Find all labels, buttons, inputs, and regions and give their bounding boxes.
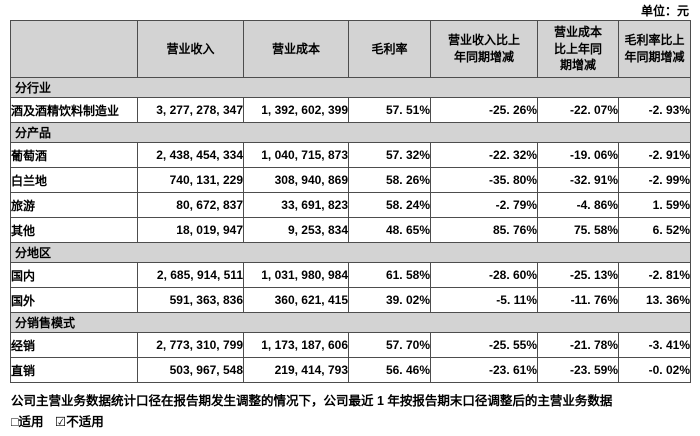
row-label: 葡萄酒 <box>10 142 138 168</box>
cell-margin-yoy: -2. 93% <box>618 97 691 123</box>
cell-cost-yoy: -19. 06% <box>537 142 619 168</box>
cell-cost: 33, 691, 823 <box>243 192 349 218</box>
cell-revenue-yoy: 85. 76% <box>430 217 538 243</box>
cell-gross-margin: 58. 26% <box>348 167 431 193</box>
cell-gross-margin: 61. 58% <box>348 262 431 288</box>
section-header-row: 分地区 <box>10 242 691 263</box>
cell-revenue-yoy: -22. 32% <box>430 142 538 168</box>
cell-revenue: 503, 967, 548 <box>137 357 244 383</box>
cell-revenue: 18, 019, 947 <box>137 217 244 243</box>
row-label: 经销 <box>10 332 138 358</box>
cell-margin-yoy: 13. 36% <box>618 287 691 313</box>
cell-cost-yoy: -25. 13% <box>537 262 619 288</box>
cell-gross-margin: 57. 32% <box>348 142 431 168</box>
cell-cost-yoy: -22. 07% <box>537 97 619 123</box>
section-title: 分产品 <box>10 122 691 143</box>
cell-revenue-yoy: -2. 79% <box>430 192 538 218</box>
cell-revenue: 2, 773, 310, 799 <box>137 332 244 358</box>
row-label: 白兰地 <box>10 167 138 193</box>
cell-margin-yoy: -2. 91% <box>618 142 691 168</box>
row-label: 其他 <box>10 217 138 243</box>
section-title: 分地区 <box>10 242 691 263</box>
col-header-margin-yoy: 毛利率比上 年同期增减 <box>618 20 691 78</box>
row-label: 旅游 <box>10 192 138 218</box>
cell-cost: 1, 040, 715, 873 <box>243 142 349 168</box>
col-header-revenue: 营业收入 <box>137 20 244 78</box>
cell-gross-margin: 39. 02% <box>348 287 431 313</box>
applicable-checkbox: □适用 <box>11 415 44 429</box>
cell-cost: 9, 253, 834 <box>243 217 349 243</box>
cell-gross-margin: 56. 46% <box>348 357 431 383</box>
cell-revenue-yoy: -23. 61% <box>430 357 538 383</box>
not-applicable-checkbox: ☑不适用 <box>55 415 104 429</box>
table-row: 国内 2, 685, 914, 511 1, 031, 980, 984 61.… <box>10 262 691 288</box>
cell-cost: 360, 621, 415 <box>243 287 349 313</box>
cell-margin-yoy: -3. 41% <box>618 332 691 358</box>
section-header-row: 分产品 <box>10 122 691 143</box>
section-header-row: 分行业 <box>10 77 691 98</box>
cell-revenue: 3, 277, 278, 347 <box>137 97 244 123</box>
cell-margin-yoy: 1. 59% <box>618 192 691 218</box>
table-row: 其他 18, 019, 947 9, 253, 834 48. 65% 85. … <box>10 217 691 243</box>
footnote-text: 公司主营业务数据统计口径在报告期发生调整的情况下，公司最近 1 年按报告期末口径… <box>11 394 613 408</box>
cell-revenue: 2, 685, 914, 511 <box>137 262 244 288</box>
col-header-blank <box>10 20 138 78</box>
col-header-cost-yoy: 营业成本 比上年同 期增减 <box>537 20 619 78</box>
cell-revenue-yoy: -5. 11% <box>430 287 538 313</box>
row-label: 国外 <box>10 287 138 313</box>
row-label: 酒及酒精饮料制造业 <box>10 97 138 123</box>
cell-cost-yoy: -21. 78% <box>537 332 619 358</box>
col-header-cost: 营业成本 <box>243 20 349 78</box>
cell-gross-margin: 57. 51% <box>348 97 431 123</box>
cell-cost-yoy: -4. 86% <box>537 192 619 218</box>
section-header-row: 分销售模式 <box>10 312 691 333</box>
cell-margin-yoy: -0. 02% <box>618 357 691 383</box>
section-title: 分销售模式 <box>10 312 691 333</box>
cell-cost-yoy: -32. 91% <box>537 167 619 193</box>
cell-margin-yoy: 6. 52% <box>618 217 691 243</box>
table-row: 国外 591, 363, 836 360, 621, 415 39. 02% -… <box>10 287 691 313</box>
cell-revenue: 80, 672, 837 <box>137 192 244 218</box>
cell-cost: 1, 392, 602, 399 <box>243 97 349 123</box>
table-row: 旅游 80, 672, 837 33, 691, 823 58. 24% -2.… <box>10 192 691 218</box>
unit-label: 单位：元 <box>640 4 689 18</box>
section-title: 分行业 <box>10 77 691 98</box>
main-business-table: 营业收入 营业成本 毛利率 营业收入比上 年同期增减 营业成本 比上年同 期增减… <box>10 20 691 383</box>
col-header-gross-margin: 毛利率 <box>348 20 431 78</box>
cell-cost: 1, 031, 980, 984 <box>243 262 349 288</box>
cell-cost: 1, 173, 187, 606 <box>243 332 349 358</box>
row-label: 直销 <box>10 357 138 383</box>
cell-gross-margin: 58. 24% <box>348 192 431 218</box>
cell-gross-margin: 48. 65% <box>348 217 431 243</box>
row-label: 国内 <box>10 262 138 288</box>
cell-gross-margin: 57. 70% <box>348 332 431 358</box>
cell-revenue: 2, 438, 454, 334 <box>137 142 244 168</box>
header-row: 营业收入 营业成本 毛利率 营业收入比上 年同期增减 营业成本 比上年同 期增减… <box>10 20 691 78</box>
table-row: 白兰地 740, 131, 229 308, 940, 869 58. 26% … <box>10 167 691 193</box>
table-row: 经销 2, 773, 310, 799 1, 173, 187, 606 57.… <box>10 332 691 358</box>
table-row: 葡萄酒 2, 438, 454, 334 1, 040, 715, 873 57… <box>10 142 691 168</box>
table-row: 酒及酒精饮料制造业 3, 277, 278, 347 1, 392, 602, … <box>10 97 691 123</box>
cell-revenue-yoy: -25. 55% <box>430 332 538 358</box>
cell-revenue-yoy: -25. 26% <box>430 97 538 123</box>
cell-margin-yoy: -2. 99% <box>618 167 691 193</box>
cell-cost-yoy: -23. 59% <box>537 357 619 383</box>
cell-revenue-yoy: -35. 80% <box>430 167 538 193</box>
cell-revenue-yoy: -28. 60% <box>430 262 538 288</box>
cell-cost-yoy: 75. 58% <box>537 217 619 243</box>
cell-revenue: 740, 131, 229 <box>137 167 244 193</box>
table-row: 直销 503, 967, 548 219, 414, 793 56. 46% -… <box>10 357 691 383</box>
applicability-line: □适用 ☑不适用 <box>11 411 112 430</box>
cell-cost: 219, 414, 793 <box>243 357 349 383</box>
cell-cost: 308, 940, 869 <box>243 167 349 193</box>
cell-cost-yoy: -11. 76% <box>537 287 619 313</box>
cell-revenue: 591, 363, 836 <box>137 287 244 313</box>
cell-margin-yoy: -2. 81% <box>618 262 691 288</box>
col-header-revenue-yoy: 营业收入比上 年同期增减 <box>430 20 538 78</box>
